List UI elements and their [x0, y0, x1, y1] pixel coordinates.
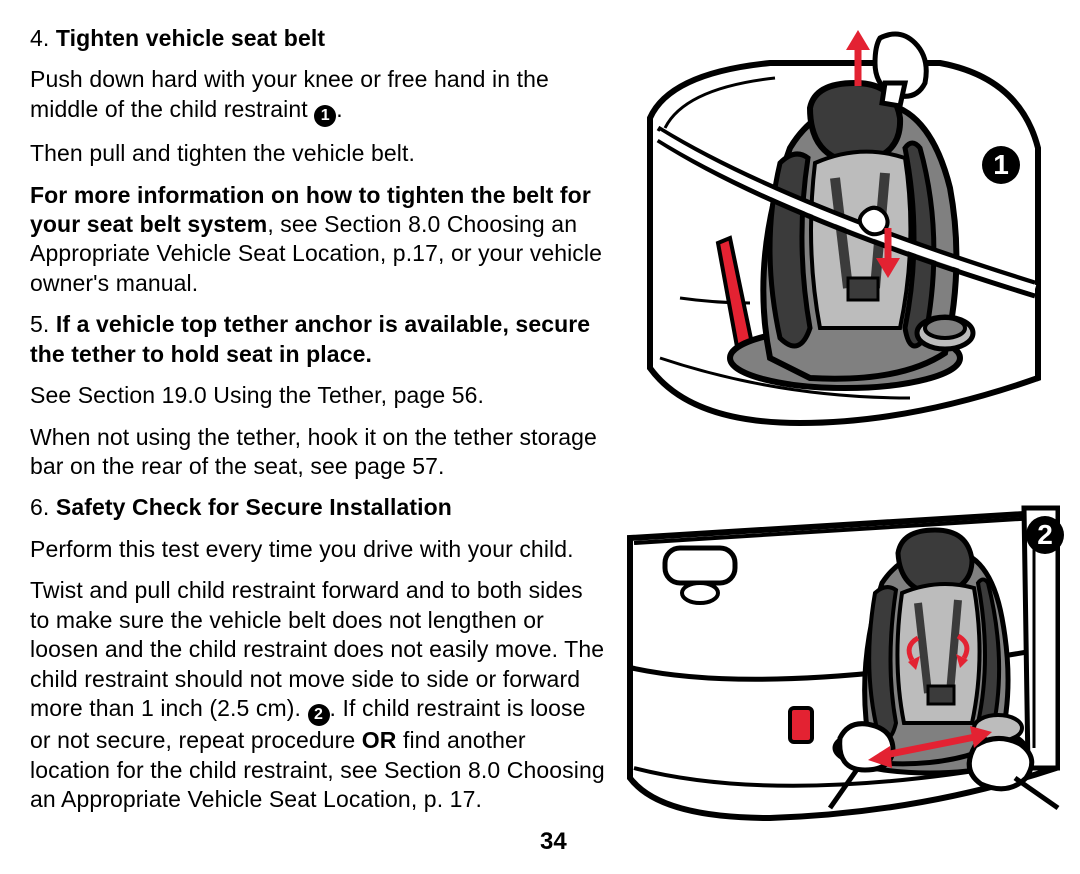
text-run: Tighten vehicle seat belt	[56, 25, 325, 51]
instruction-paragraph: Push down hard with your knee or free ha…	[30, 65, 608, 127]
text-run: If a vehicle top tether anchor is availa…	[30, 311, 590, 366]
callout-1: 1	[982, 146, 1020, 184]
figure-column: 1	[620, 24, 1060, 856]
instruction-paragraph: Perform this test every time you drive w…	[30, 535, 608, 564]
instruction-paragraph: Then pull and tighten the vehicle belt.	[30, 139, 608, 168]
callout-2: 2	[1026, 516, 1064, 554]
instruction-paragraph: Twist and pull child restraint forward a…	[30, 576, 608, 814]
text-run: Push down hard with your knee or free ha…	[30, 66, 549, 121]
figure-1-tighten-belt: 1	[630, 28, 1050, 428]
figure-2-safety-check: 2	[620, 468, 1060, 828]
instruction-paragraph: 6. Safety Check for Secure Installation	[30, 493, 608, 522]
instruction-paragraph: For more information on how to tighten t…	[30, 181, 608, 299]
text-run: 6.	[30, 494, 56, 520]
text-run: 4.	[30, 25, 56, 51]
instruction-paragraph: When not using the tether, hook it on th…	[30, 423, 608, 482]
page-number: 34	[540, 828, 567, 856]
text-run: See Section 19.0 Using the Tether, page …	[30, 382, 484, 408]
instruction-text-column: 4. Tighten vehicle seat belt Push down ha…	[30, 24, 620, 856]
text-run: Then pull and tighten the vehicle belt.	[30, 140, 415, 166]
text-run: .	[336, 96, 343, 122]
text-run: Safety Check for Secure Installation	[56, 494, 452, 520]
instruction-paragraph: 4. Tighten vehicle seat belt	[30, 24, 608, 53]
instruction-paragraph: 5. If a vehicle top tether anchor is ava…	[30, 310, 608, 369]
instruction-paragraph: See Section 19.0 Using the Tether, page …	[30, 381, 608, 410]
text-run: OR	[362, 727, 397, 753]
text-run: Perform this test every time you drive w…	[30, 536, 574, 562]
text-run: When not using the tether, hook it on th…	[30, 424, 597, 479]
inline-callout-1: 1	[314, 105, 336, 127]
text-run: 5.	[30, 311, 56, 337]
inline-callout-2: 2	[308, 704, 330, 726]
